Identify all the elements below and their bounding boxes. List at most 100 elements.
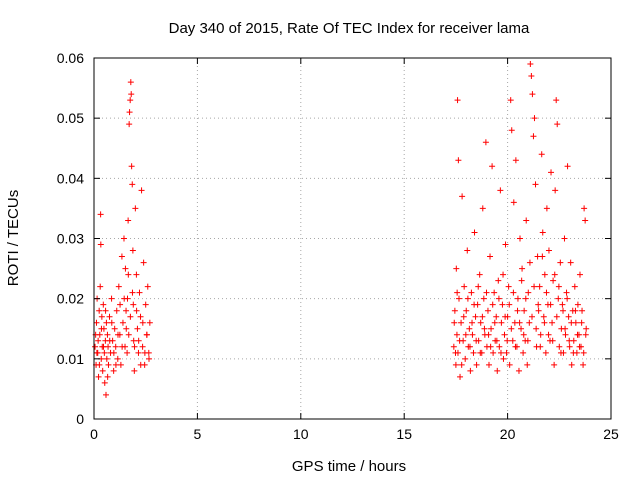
data-point <box>557 259 564 266</box>
data-point <box>543 205 550 212</box>
data-point <box>125 271 132 278</box>
data-point <box>522 295 529 302</box>
data-point <box>565 313 572 320</box>
data-point <box>135 349 142 356</box>
data-point <box>460 313 467 320</box>
data-point <box>453 265 460 272</box>
data-point <box>493 313 500 320</box>
data-point <box>143 331 150 338</box>
data-point <box>95 337 102 344</box>
data-point <box>479 205 486 212</box>
data-point <box>500 271 507 278</box>
data-point <box>110 349 117 356</box>
data-point <box>493 337 500 344</box>
data-point <box>560 307 567 314</box>
data-point <box>504 337 511 344</box>
data-point <box>101 379 108 386</box>
data-point <box>132 205 139 212</box>
data-point <box>92 343 99 350</box>
data-point <box>97 283 104 290</box>
y-tick-label: 0.04 <box>57 170 84 186</box>
axis-ticks <box>93 57 612 420</box>
data-point <box>539 229 546 236</box>
data-point <box>563 289 570 296</box>
data-point <box>541 271 548 278</box>
data-point <box>487 343 494 350</box>
data-point <box>127 79 134 86</box>
data-point <box>583 325 590 332</box>
data-point <box>146 355 153 362</box>
data-point <box>535 307 542 314</box>
data-point <box>532 181 539 188</box>
data-point <box>98 313 105 320</box>
data-point <box>523 217 530 224</box>
data-point <box>487 253 494 260</box>
y-tick-label: 0.06 <box>57 50 84 66</box>
data-point <box>469 331 476 338</box>
data-point <box>452 361 459 368</box>
data-point <box>129 247 136 254</box>
data-point <box>97 211 104 218</box>
data-point <box>502 313 509 320</box>
data-point <box>497 349 504 356</box>
data-point <box>118 253 125 260</box>
data-point <box>535 301 542 308</box>
data-point <box>514 295 521 302</box>
data-point <box>554 121 561 128</box>
data-point <box>133 307 140 314</box>
data-point <box>144 283 151 290</box>
data-point <box>485 361 492 368</box>
data-point <box>574 301 581 308</box>
data-point <box>100 343 107 350</box>
data-point <box>126 109 133 116</box>
data-point <box>475 283 482 290</box>
data-point <box>125 331 132 338</box>
data-point <box>497 187 504 194</box>
data-point <box>101 349 108 356</box>
data-point <box>123 325 130 332</box>
data-point <box>450 343 457 350</box>
data-point <box>524 361 531 368</box>
data-point <box>510 199 517 206</box>
data-point <box>129 181 136 188</box>
data-point <box>524 337 531 344</box>
data-point <box>566 343 573 350</box>
grid-lines <box>94 58 611 419</box>
data-point <box>562 325 569 332</box>
data-point <box>576 271 583 278</box>
data-point <box>138 187 145 194</box>
data-point <box>127 313 134 320</box>
data-point <box>93 349 100 356</box>
data-point <box>556 343 563 350</box>
data-point <box>462 331 469 338</box>
data-point <box>462 355 469 362</box>
data-point <box>108 295 115 302</box>
data-point <box>103 319 110 326</box>
data-point <box>99 367 106 374</box>
data-point <box>559 301 566 308</box>
data-point <box>512 343 519 350</box>
data-point <box>499 301 506 308</box>
data-point <box>562 331 569 338</box>
data-point <box>97 241 104 248</box>
data-point <box>582 331 589 338</box>
data-point <box>456 337 463 344</box>
data-point <box>530 133 537 140</box>
data-point <box>581 205 588 212</box>
data-point <box>580 361 587 368</box>
data-point <box>500 355 507 362</box>
data-point <box>110 367 117 374</box>
data-point <box>133 271 140 278</box>
data-point <box>519 265 526 272</box>
data-point <box>477 319 484 326</box>
data-point <box>526 259 533 266</box>
data-point <box>529 313 536 320</box>
data-point <box>551 361 558 368</box>
data-point <box>489 163 496 170</box>
data-point <box>103 355 110 362</box>
data-point <box>473 337 480 344</box>
data-point <box>111 325 118 332</box>
data-point <box>557 349 564 356</box>
